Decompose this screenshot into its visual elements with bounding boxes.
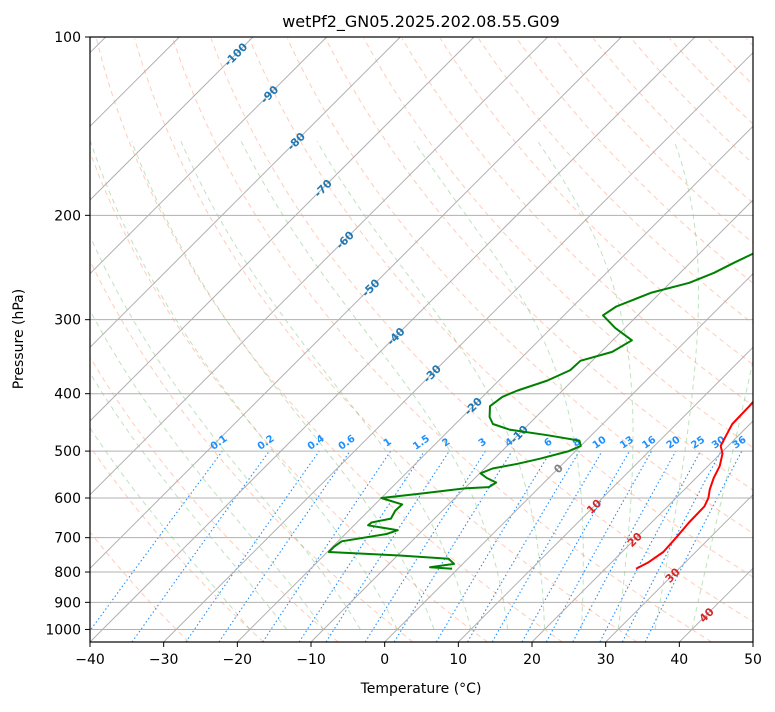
y-tick-label: 1000 [45, 622, 81, 638]
isotherm-40 [679, 37, 775, 642]
mixing-ratio-label: 0.6 [337, 433, 358, 452]
mixing-ratio-line [263, 451, 391, 642]
y-tick-label: 200 [54, 208, 81, 224]
moist-adiabat [181, 141, 471, 629]
x-tick-label: 30 [597, 652, 615, 668]
mixing-ratio-label: 10 [591, 434, 609, 451]
isotherm--30 [164, 37, 769, 642]
dry-adiabat [479, 39, 775, 643]
x-tick-label: 20 [523, 652, 541, 668]
x-tick-label: −10 [296, 652, 326, 668]
mixing-ratio-label: 1 [382, 436, 394, 449]
isotherm-label: 0 [551, 461, 566, 476]
dry-adiabat [708, 39, 775, 643]
temperature-profile [636, 37, 775, 569]
y-tick-label: 700 [54, 531, 81, 547]
mixing-ratio-line [573, 451, 676, 642]
y-tick-label: 300 [54, 313, 81, 329]
moist-adiabat [317, 141, 545, 629]
mixing-ratio-label: 0.4 [306, 433, 327, 452]
isotherm--70 [0, 37, 474, 642]
moist-adiabat [90, 141, 397, 629]
x-tick-label: −40 [75, 652, 105, 668]
moist-adiabat [55, 141, 361, 629]
mixing-ratio-label: 0.1 [209, 433, 230, 452]
y-tick-label: 400 [54, 387, 81, 403]
isotherm-label: -90 [258, 83, 281, 106]
isotherm-label: -100 [222, 40, 251, 69]
y-tick-label: 900 [54, 595, 81, 611]
y-axis-title: Pressure (hPa) [11, 289, 27, 389]
mixing-ratio-label: 6 [542, 436, 554, 449]
mixing-ratio-line [326, 451, 449, 642]
x-tick-label: −20 [223, 652, 253, 668]
x-axis-title: Temperature (°C) [360, 681, 482, 697]
isotherm--20 [237, 37, 775, 642]
isotherm-0 [385, 37, 775, 642]
moist-adiabat [241, 141, 508, 629]
dry-adiabat [0, 39, 338, 643]
isotherm-label: -60 [334, 228, 357, 251]
isotherm--80 [0, 37, 400, 642]
isotherm--100 [0, 37, 253, 642]
isotherm--90 [0, 37, 327, 642]
x-tick-label: 10 [449, 652, 467, 668]
mixing-ratio-label: 36 [731, 434, 749, 451]
isotherm-20 [532, 37, 775, 642]
mixing-ratio-line [522, 451, 629, 642]
x-tick-label: 40 [670, 652, 688, 668]
dry-adiabat [670, 39, 775, 643]
plot-frame [90, 37, 753, 642]
dry-adiabat [58, 39, 487, 643]
moist-adiabat [0, 141, 287, 629]
isotherm-50 [753, 37, 775, 642]
dry-adiabat [402, 39, 775, 643]
isotherm--50 [16, 37, 621, 642]
mixing-ratio-line [365, 451, 485, 642]
isotherm--10 [311, 37, 775, 642]
mixing-ratio-label: 25 [689, 434, 707, 451]
dry-adiabat [288, 39, 775, 643]
mixing-ratio-line [468, 451, 580, 642]
dry-adiabat [440, 39, 775, 643]
dry-adiabat [593, 39, 775, 643]
y-tick-label: 500 [54, 444, 81, 460]
mixing-ratio-label: 20 [665, 434, 683, 451]
x-tick-label: 50 [744, 652, 762, 668]
mixing-ratio-line [82, 451, 223, 642]
dry-adiabat [20, 39, 413, 643]
isotherm-10 [458, 37, 775, 642]
mixing-ratio-label: 16 [640, 434, 658, 451]
y-tick-label: 100 [54, 30, 81, 46]
mixing-ratio-label: 2 [440, 436, 452, 449]
moist-adiabat [692, 141, 775, 629]
y-tick-label: 800 [54, 565, 81, 581]
x-tick-label: −30 [149, 652, 179, 668]
x-tick-label: 0 [380, 652, 389, 668]
mixing-ratio-line [436, 451, 551, 642]
dry-adiabat [517, 39, 775, 643]
y-tick-label: 600 [54, 491, 81, 507]
chart-title: wetPf2_GN05.2025.202.08.55.G09 [282, 12, 560, 32]
mixing-ratio-line [600, 451, 701, 642]
mixing-ratio-label: 1.5 [411, 433, 432, 452]
mixing-ratio-label: 3 [477, 436, 489, 449]
dewpoint-profile [329, 37, 775, 569]
moist-adiabat [414, 141, 583, 629]
dry-adiabat [0, 39, 264, 643]
